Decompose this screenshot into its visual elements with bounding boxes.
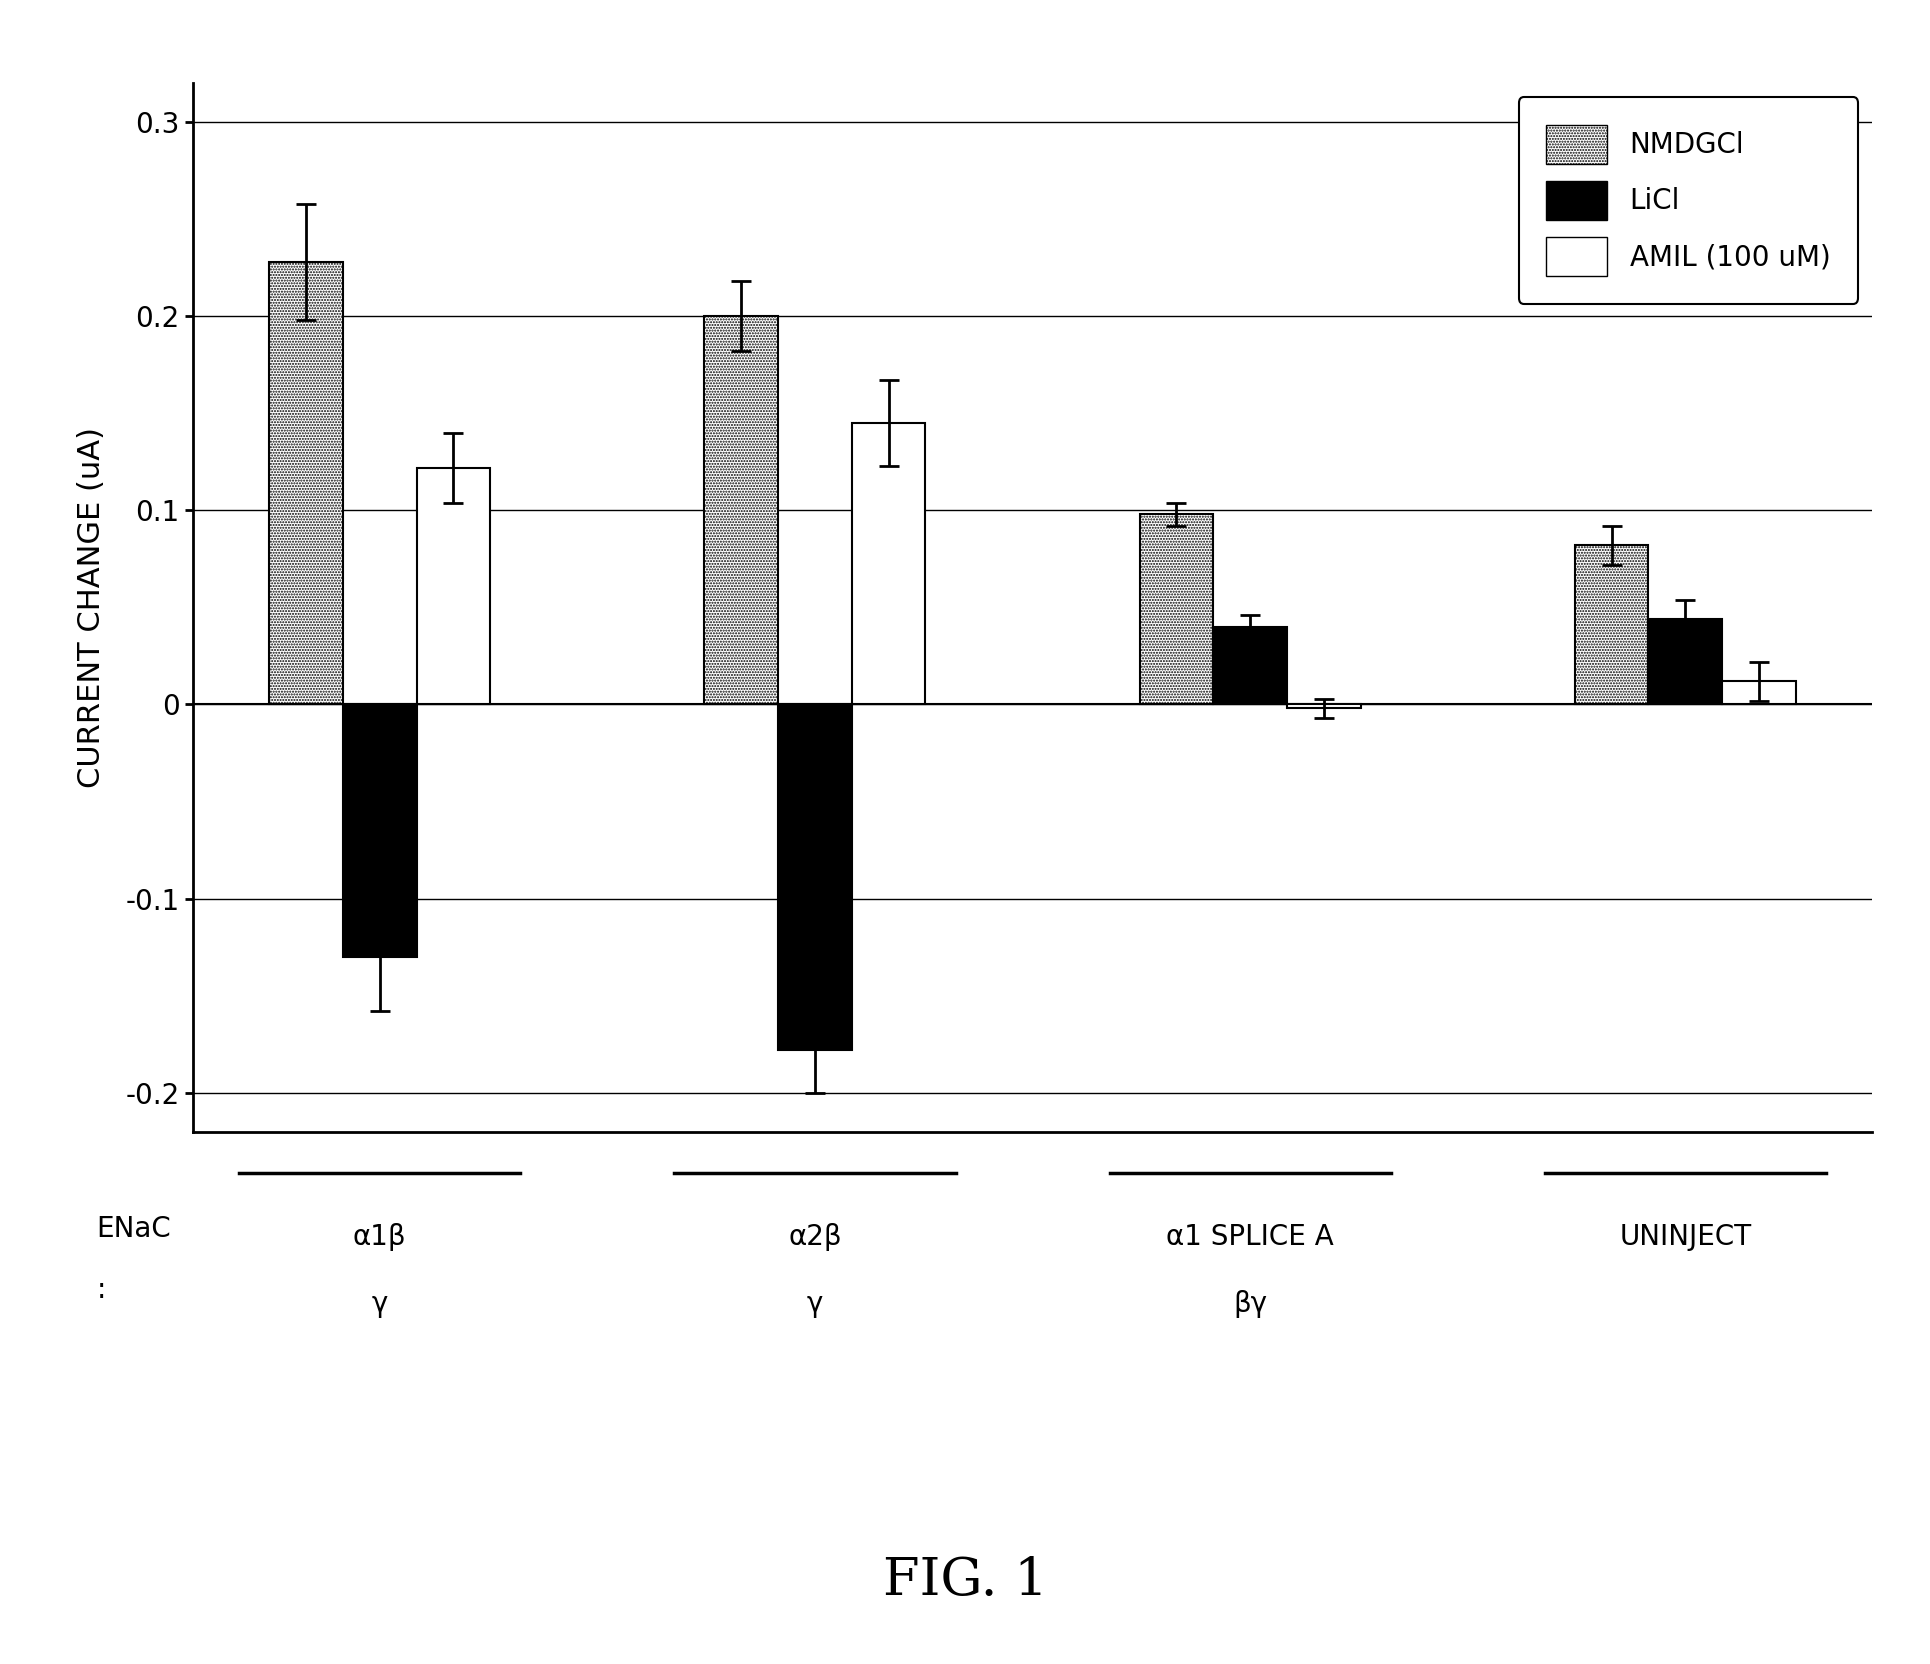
Text: FIG. 1: FIG. 1 bbox=[882, 1556, 1048, 1606]
Bar bbox=[1575, 546, 1648, 704]
Bar bbox=[1214, 627, 1287, 704]
Legend: NMDGCl, LiCl, AMIL (100 uM): NMDGCl, LiCl, AMIL (100 uM) bbox=[1519, 97, 1859, 305]
Bar bbox=[1141, 514, 1214, 704]
Text: α1β: α1β bbox=[353, 1223, 407, 1251]
Text: γ: γ bbox=[807, 1290, 824, 1318]
Text: α2β: α2β bbox=[787, 1223, 841, 1251]
Text: α1 SPLICE A: α1 SPLICE A bbox=[1166, 1223, 1334, 1251]
Bar bbox=[851, 423, 924, 704]
Y-axis label: CURRENT CHANGE (uA): CURRENT CHANGE (uA) bbox=[77, 428, 106, 787]
Bar bbox=[1648, 619, 1722, 704]
Text: γ: γ bbox=[372, 1290, 388, 1318]
Bar bbox=[1287, 704, 1361, 709]
Bar bbox=[778, 704, 851, 1050]
Text: ENaC: ENaC bbox=[96, 1215, 172, 1243]
Bar bbox=[344, 704, 417, 957]
Bar bbox=[270, 261, 344, 704]
Text: βγ: βγ bbox=[1233, 1290, 1268, 1318]
Bar bbox=[704, 316, 778, 704]
Bar bbox=[417, 468, 490, 704]
Text: UNINJECT: UNINJECT bbox=[1619, 1223, 1751, 1251]
Bar bbox=[1722, 681, 1795, 704]
Text: :: : bbox=[96, 1276, 106, 1305]
